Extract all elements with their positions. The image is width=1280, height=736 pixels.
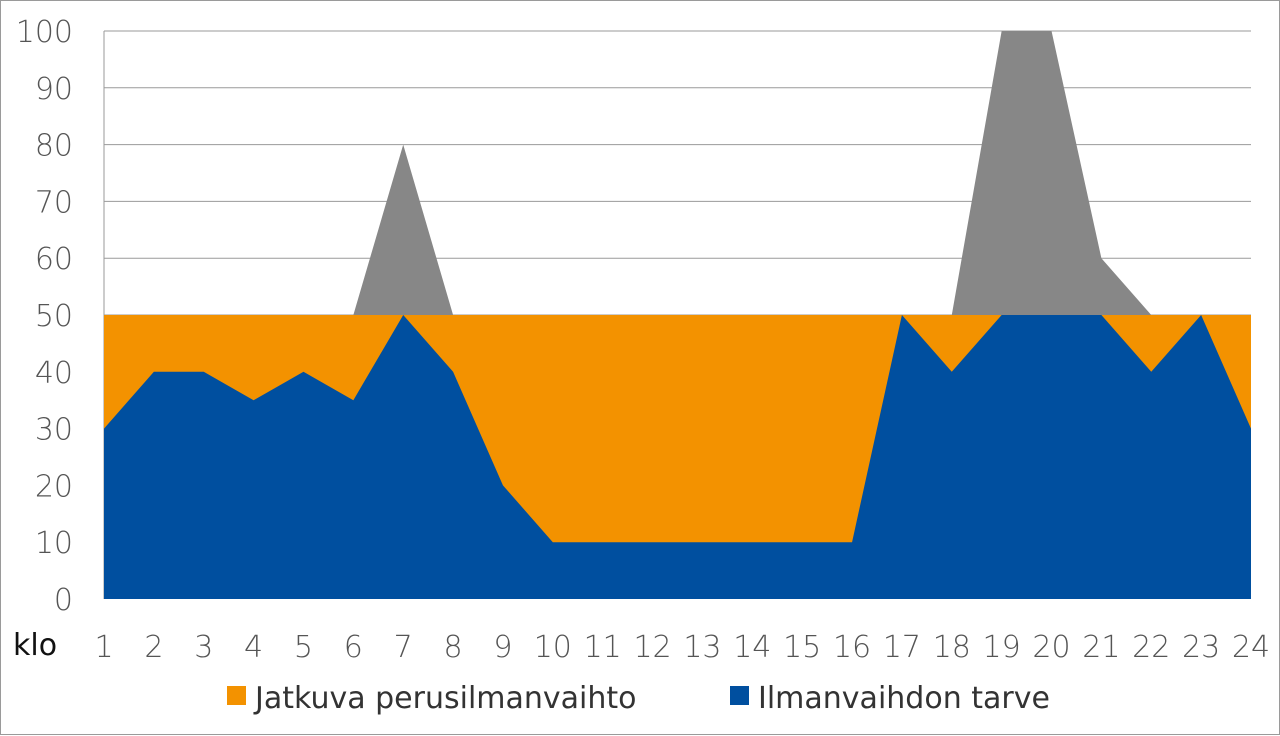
legend-label: Ilmanvaihdon tarve xyxy=(758,681,1050,716)
areas xyxy=(104,31,1251,599)
legend-label: Jatkuva perusilmanvaihto xyxy=(253,681,637,716)
x-tick-label: 9 xyxy=(493,630,512,665)
x-tick-label: 2 xyxy=(144,630,163,665)
x-tick-label: 8 xyxy=(444,630,463,665)
x-tick-label: 24 xyxy=(1232,630,1270,665)
y-tick-label: 90 xyxy=(35,72,73,107)
legend: Jatkuva perusilmanvaihto Ilmanvaihdon tar… xyxy=(227,681,1050,716)
y-tick-label: 70 xyxy=(35,185,73,220)
y-tick-label: 100 xyxy=(16,15,73,50)
y-axis: 0 10 20 30 40 50 60 70 80 90 100 xyxy=(16,15,73,618)
x-tick-label: 23 xyxy=(1182,630,1220,665)
area-excess-demand xyxy=(104,31,1251,315)
x-tick-label: 11 xyxy=(584,630,622,665)
y-tick-label: 60 xyxy=(35,242,73,277)
legend-swatch xyxy=(730,686,749,705)
y-tick-label: 80 xyxy=(35,129,73,164)
x-tick-label: 7 xyxy=(394,630,413,665)
x-tick-label: 12 xyxy=(633,630,671,665)
x-tick-label: 10 xyxy=(534,630,572,665)
x-axis-prefix: klo xyxy=(13,628,57,663)
x-tick-label: 15 xyxy=(783,630,821,665)
legend-swatch xyxy=(227,686,246,705)
y-tick-label: 0 xyxy=(54,583,73,618)
x-tick-label: 17 xyxy=(883,630,921,665)
x-tick-label: 21 xyxy=(1082,630,1120,665)
x-tick-label: 20 xyxy=(1032,630,1070,665)
x-tick-label: 18 xyxy=(933,630,971,665)
y-tick-label: 30 xyxy=(35,413,73,448)
x-axis: klo 1 2 3 4 5 6 7 8 9 10 11 12 13 14 15 16 17 18 19 20 21 22 2… xyxy=(13,628,1270,665)
y-tick-label: 50 xyxy=(35,299,73,334)
x-tick-label: 6 xyxy=(344,630,363,665)
x-tick-label: 14 xyxy=(733,630,771,665)
y-tick-label: 40 xyxy=(35,356,73,391)
x-tick-label: 5 xyxy=(294,630,313,665)
area-ilmanvaihdon-tarve xyxy=(104,315,1251,599)
y-tick-label: 10 xyxy=(35,526,73,561)
x-tick-label: 13 xyxy=(683,630,721,665)
x-tick-label: 22 xyxy=(1132,630,1170,665)
x-tick-label: 4 xyxy=(244,630,263,665)
y-tick-label: 20 xyxy=(35,469,73,504)
x-tick-label: 16 xyxy=(833,630,871,665)
x-tick-label: 1 xyxy=(94,630,113,665)
x-tick-label: 3 xyxy=(194,630,213,665)
x-tick-label: 19 xyxy=(983,630,1021,665)
